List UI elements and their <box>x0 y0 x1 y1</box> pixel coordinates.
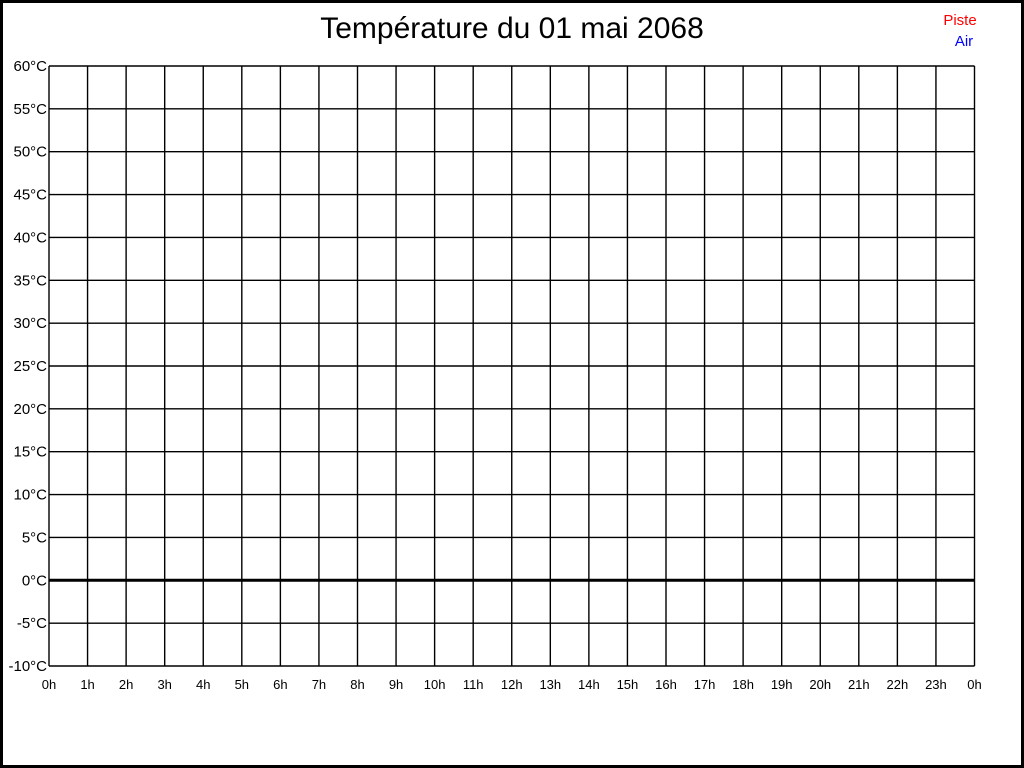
svg-text:25°C: 25°C <box>13 358 47 375</box>
svg-text:1h: 1h <box>80 677 94 692</box>
svg-text:15°C: 15°C <box>13 444 47 461</box>
svg-text:-10°C: -10°C <box>8 658 47 675</box>
svg-text:3h: 3h <box>157 677 171 692</box>
svg-text:35°C: 35°C <box>13 272 47 289</box>
svg-text:16h: 16h <box>655 677 677 692</box>
svg-text:0h: 0h <box>42 677 56 692</box>
svg-text:10°C: 10°C <box>13 487 47 504</box>
svg-text:30°C: 30°C <box>13 315 47 332</box>
svg-text:45°C: 45°C <box>13 187 47 204</box>
svg-text:50°C: 50°C <box>13 144 47 161</box>
svg-text:9h: 9h <box>389 677 403 692</box>
svg-text:-5°C: -5°C <box>17 615 47 632</box>
svg-text:0°C: 0°C <box>22 572 47 589</box>
svg-text:15h: 15h <box>617 677 639 692</box>
svg-text:40°C: 40°C <box>13 229 47 246</box>
svg-text:4h: 4h <box>196 677 210 692</box>
svg-text:55°C: 55°C <box>13 101 47 118</box>
svg-text:21h: 21h <box>848 677 870 692</box>
svg-text:11h: 11h <box>463 677 484 692</box>
svg-text:13h: 13h <box>539 677 561 692</box>
svg-text:8h: 8h <box>350 677 364 692</box>
svg-text:6h: 6h <box>273 677 287 692</box>
svg-text:12h: 12h <box>501 677 523 692</box>
svg-text:22h: 22h <box>887 677 909 692</box>
svg-text:5°C: 5°C <box>22 529 47 546</box>
svg-text:20h: 20h <box>809 677 831 692</box>
svg-text:2h: 2h <box>119 677 133 692</box>
svg-text:7h: 7h <box>312 677 326 692</box>
svg-text:23h: 23h <box>925 677 947 692</box>
svg-text:60°C: 60°C <box>13 58 47 75</box>
svg-text:19h: 19h <box>771 677 793 692</box>
svg-text:14h: 14h <box>578 677 600 692</box>
svg-text:5h: 5h <box>235 677 249 692</box>
svg-text:0h: 0h <box>967 677 981 692</box>
svg-text:10h: 10h <box>424 677 446 692</box>
svg-text:17h: 17h <box>694 677 716 692</box>
svg-text:18h: 18h <box>732 677 754 692</box>
svg-text:20°C: 20°C <box>13 401 47 418</box>
